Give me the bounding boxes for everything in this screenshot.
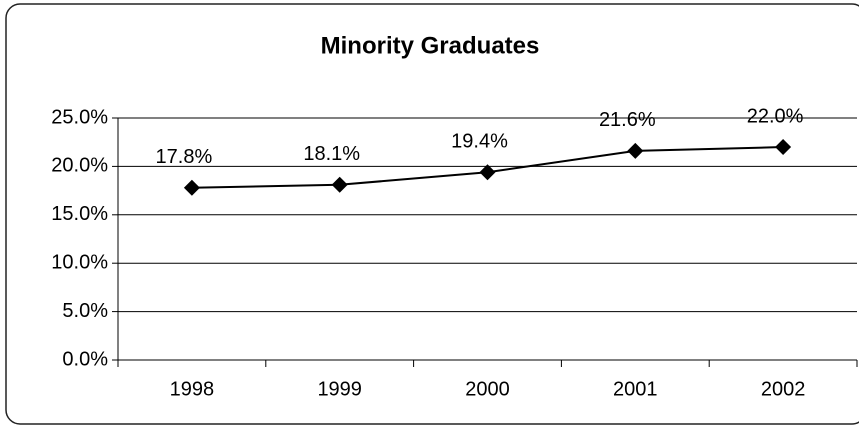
chart-title: Minority Graduates [321, 32, 540, 59]
marker [331, 176, 348, 193]
x-tick-label: 1999 [317, 378, 362, 400]
x-tick-label: 2001 [613, 378, 658, 400]
y-tick-label: 10.0% [51, 251, 108, 273]
x-tick-label: 2002 [761, 378, 806, 400]
data-label: 18.1% [303, 143, 360, 165]
data-label: 19.4% [451, 130, 508, 152]
y-tick-label: 0.0% [62, 348, 108, 370]
marker [775, 139, 792, 156]
y-tick-label: 5.0% [62, 300, 108, 322]
data-label: 21.6% [599, 109, 656, 131]
x-tick-label: 2000 [465, 378, 510, 400]
data-label: 17.8% [156, 146, 213, 168]
marker [627, 142, 644, 159]
marker [183, 179, 200, 196]
data-label: 22.0% [747, 105, 804, 127]
y-tick-label: 25.0% [51, 106, 108, 128]
y-tick-label: 20.0% [51, 155, 108, 177]
x-tick-label: 1998 [170, 378, 215, 400]
y-tick-label: 15.0% [51, 203, 108, 225]
marker [479, 164, 496, 181]
chart-border [5, 3, 859, 425]
